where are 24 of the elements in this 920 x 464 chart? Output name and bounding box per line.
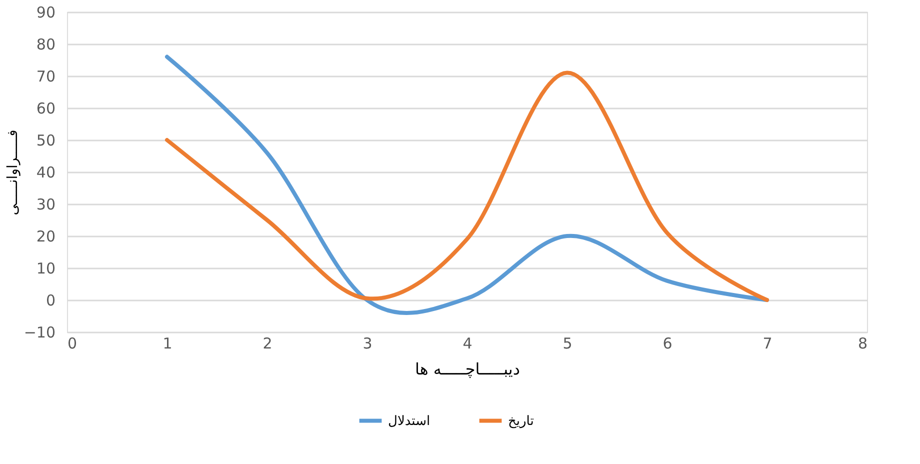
y-tick-label: −10 (24, 324, 56, 342)
y-tick-label: 60 (36, 100, 56, 118)
x-tick-label: 0 (68, 334, 78, 352)
y-tick-label: 80 (36, 36, 56, 54)
x-tick-label: 6 (662, 334, 672, 352)
x-tick-label: 5 (562, 334, 572, 352)
y-tick-label: 90 (36, 4, 56, 22)
legend-label: تاریخ (508, 414, 534, 429)
y-tick-label: 30 (36, 196, 56, 214)
x-tick-label: 8 (858, 334, 868, 352)
y-axis-title: فـــــراوانـــــی (4, 130, 21, 216)
y-tick-label: 10 (36, 260, 56, 278)
y-tick-label: 0 (46, 292, 56, 310)
y-tick-label: 70 (36, 68, 56, 86)
x-tick-label: 3 (362, 334, 372, 352)
x-tick-label: 4 (462, 334, 472, 352)
x-tick-label: 1 (162, 334, 172, 352)
x-axis-title: دیبـــــاچـــــه ها (414, 360, 520, 378)
x-tick-label: 2 (262, 334, 272, 352)
legend-label: استدلال (388, 414, 430, 429)
y-tick-label: 40 (36, 164, 56, 182)
x-tick-label: 7 (762, 334, 772, 352)
y-tick-label: 50 (36, 132, 56, 150)
y-tick-label: 20 (36, 228, 56, 246)
